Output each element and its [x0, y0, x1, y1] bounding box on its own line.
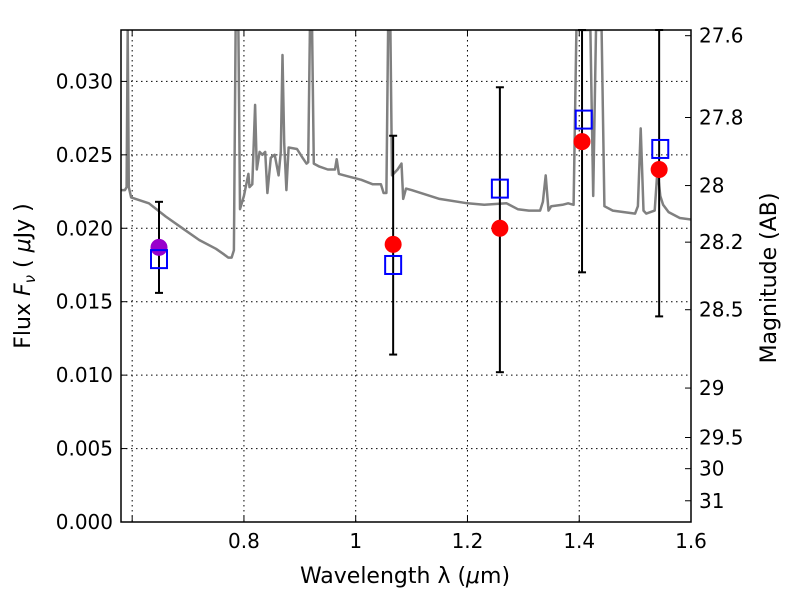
- model-spectrum-line: [121, 30, 691, 259]
- mag-tick-label: 30: [699, 457, 724, 481]
- y-tick-label: 0.020: [56, 216, 113, 240]
- model-synthetic-square-marker: [651, 138, 670, 159]
- observed-circle-marker: [650, 161, 668, 179]
- x-tick-label: 1: [349, 529, 362, 553]
- model-synthetic-square-marker: [384, 254, 403, 275]
- data-markers: [150, 109, 670, 275]
- y-tick-label: 0.030: [56, 69, 113, 93]
- y-tick-label: 0.015: [56, 290, 113, 314]
- y-tick-label: 0.010: [56, 363, 113, 387]
- plot-frame: [120, 29, 692, 523]
- model-synthetic-square-marker: [150, 249, 168, 270]
- model-spectrum: [121, 30, 691, 259]
- x-tick-label: 1.6: [675, 529, 707, 553]
- mag-tick-label: 28.5: [699, 298, 744, 322]
- model-synthetic-square-marker: [490, 178, 509, 199]
- x-tick-label: 1.2: [452, 529, 484, 553]
- mag-tick-label: 27.6: [699, 24, 744, 48]
- axes: 0.8 1 1.2 1.4 1.6 0.000 0.005 0.010 0.015 0.020 0.…: [56, 24, 744, 553]
- mag-tick-label: 29.5: [699, 425, 744, 449]
- mag-tick-label: 31: [699, 489, 724, 513]
- observed-circle-marker: [384, 235, 402, 253]
- y-axis-label: Flux Fν ( μJy ): [11, 203, 39, 348]
- mag-tick-label: 28.2: [699, 230, 744, 254]
- y-tick-label: 0.025: [56, 143, 113, 167]
- observed-circle-marker: [573, 133, 591, 151]
- mag-tick-label: 28: [699, 174, 724, 198]
- y-tick-label: 0.000: [56, 510, 113, 534]
- x-tick-label: 1.4: [563, 529, 595, 553]
- optical-circle-marker: [150, 238, 168, 256]
- mag-tick-label: 29: [699, 376, 724, 400]
- grid: [121, 30, 692, 522]
- x-tick-label: 0.8: [228, 529, 260, 553]
- mag-tick-label: 27.8: [699, 105, 744, 129]
- x-axis-label: Wavelength λ (μm): [300, 564, 510, 589]
- y-tick-label: 0.005: [56, 437, 113, 461]
- right-axis-label: Magnitude (AB): [757, 193, 782, 364]
- model-synthetic-square-marker: [574, 109, 593, 130]
- observed-circle-marker: [491, 219, 509, 237]
